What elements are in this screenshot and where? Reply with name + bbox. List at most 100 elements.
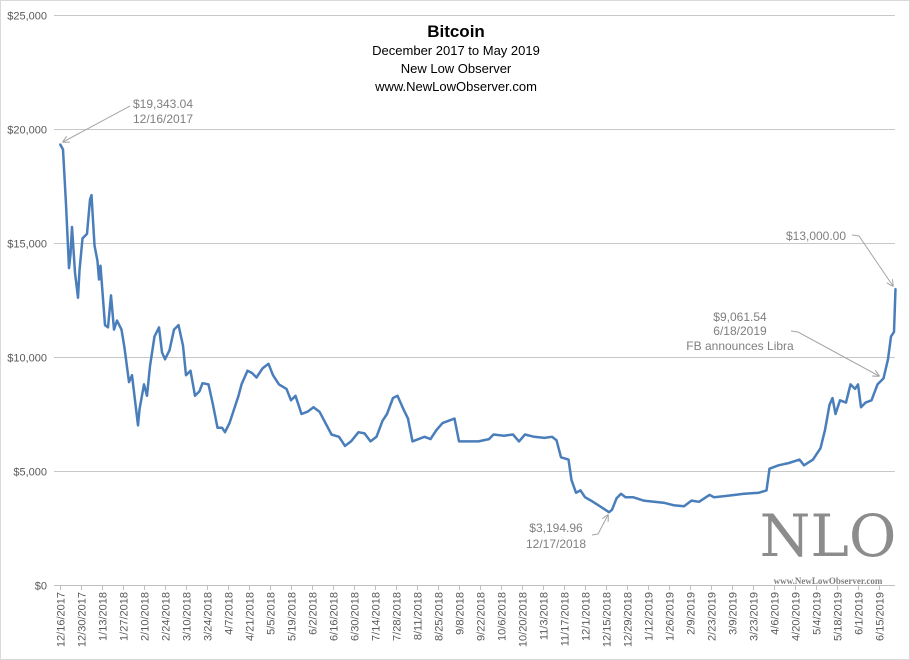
data-point (803, 464, 805, 467)
logo-text: NLO (760, 502, 897, 570)
y-tick-label: $10,000 (7, 353, 47, 365)
data-point (123, 347, 126, 349)
y-tick-label: $20,000 (7, 125, 47, 137)
annotation-low-value: $3,194.96 (529, 521, 583, 535)
x-tick-label: 4/20/2019 (791, 592, 803, 641)
x-tick-label: 3/9/2019 (728, 592, 740, 635)
data-point (207, 383, 210, 386)
data-point (611, 509, 613, 511)
data-point (285, 388, 288, 390)
data-point (492, 433, 495, 436)
data-point (453, 417, 456, 420)
x-tick-label: 4/6/2019 (770, 592, 782, 635)
data-point (330, 433, 333, 436)
data-point (212, 404, 214, 406)
data-point (300, 413, 303, 415)
annotation-libra-arrow (790, 330, 879, 376)
data-point (228, 422, 231, 424)
data-point (272, 374, 274, 377)
data-point (251, 372, 253, 374)
x-tick-label: 5/19/2018 (287, 592, 299, 641)
y-tick-label: $5,000 (13, 467, 47, 479)
data-point (318, 410, 321, 413)
data-point (599, 505, 601, 508)
data-point (189, 369, 192, 372)
annotation-peak-arrow (851, 234, 893, 286)
data-point (96, 260, 99, 263)
data-point (663, 502, 666, 504)
x-tick-label: 1/27/2018 (119, 592, 131, 641)
annotation-peak-value: $13,000.00 (786, 229, 846, 243)
data-point (240, 383, 243, 386)
y-axis-tick-labels: $0 $5,000 $10,000 $15,000 $20,000 $25,000 (7, 11, 47, 593)
data-point (78, 269, 81, 272)
data-point (146, 395, 148, 397)
data-point (255, 376, 258, 379)
data-point (86, 233, 88, 235)
data-point (849, 383, 852, 386)
data-point (429, 438, 432, 440)
data-point (584, 496, 586, 499)
x-tick-label: 7/28/2018 (392, 592, 404, 641)
data-point (417, 438, 420, 440)
data-point (278, 383, 280, 386)
data-point (524, 433, 526, 436)
data-point (854, 388, 856, 390)
annotation-low: $3,194.96 12/17/2018 (526, 515, 608, 551)
data-point (116, 319, 118, 322)
y-tick-label: $0 (35, 581, 47, 593)
y-tick-label: $15,000 (7, 239, 47, 251)
data-point (831, 397, 834, 399)
data-point (350, 440, 352, 443)
annotation-libra: $9,061.54 6/18/2019 FB announces Libra (686, 310, 879, 376)
data-point (708, 494, 711, 496)
annotation-low-date: 12/17/2018 (526, 537, 586, 551)
data-point (290, 399, 292, 402)
data-point (543, 437, 546, 439)
x-tick-label: 2/10/2018 (140, 592, 152, 641)
data-point (168, 349, 171, 352)
data-point (267, 363, 270, 365)
data-point (357, 431, 360, 434)
data-point (182, 344, 184, 347)
data-point (216, 426, 219, 429)
x-tick-label: 5/5/2018 (266, 592, 278, 635)
data-point (423, 436, 426, 438)
x-tick-label: 12/15/2018 (602, 592, 614, 647)
x-tick-label: 3/10/2018 (182, 592, 194, 641)
annotation-libra-date: 6/18/2019 (713, 324, 767, 338)
data-point (237, 395, 240, 397)
data-point (369, 440, 372, 443)
data-point (713, 496, 715, 499)
data-point (477, 440, 480, 443)
data-point (812, 458, 814, 461)
data-point (110, 294, 112, 297)
data-point (788, 462, 790, 464)
data-point (683, 505, 685, 508)
data-point (149, 365, 151, 367)
annotation-libra-value: $9,061.54 (713, 310, 767, 324)
x-tick-label: 6/16/2018 (329, 592, 341, 641)
data-point (845, 401, 847, 404)
data-point (488, 438, 490, 440)
annotation-peak: $13,000.00 (786, 229, 893, 286)
data-point (69, 253, 72, 256)
data-point (887, 358, 889, 361)
data-point (363, 432, 366, 435)
data-point (768, 467, 771, 470)
y-tick-label: $25,000 (7, 11, 47, 23)
x-tick-label: 12/29/2018 (623, 592, 635, 647)
x-tick-label: 1/26/2019 (665, 592, 677, 641)
data-point (882, 377, 885, 380)
x-tick-label: 8/25/2018 (434, 592, 446, 641)
x-tick-label: 3/23/2019 (749, 592, 761, 641)
data-point (138, 408, 141, 411)
data-point (458, 440, 460, 443)
series-line (58, 143, 897, 514)
x-tick-label: 4/21/2018 (245, 592, 257, 641)
data-points (59, 143, 897, 513)
data-point (734, 494, 736, 496)
data-point (441, 422, 444, 424)
